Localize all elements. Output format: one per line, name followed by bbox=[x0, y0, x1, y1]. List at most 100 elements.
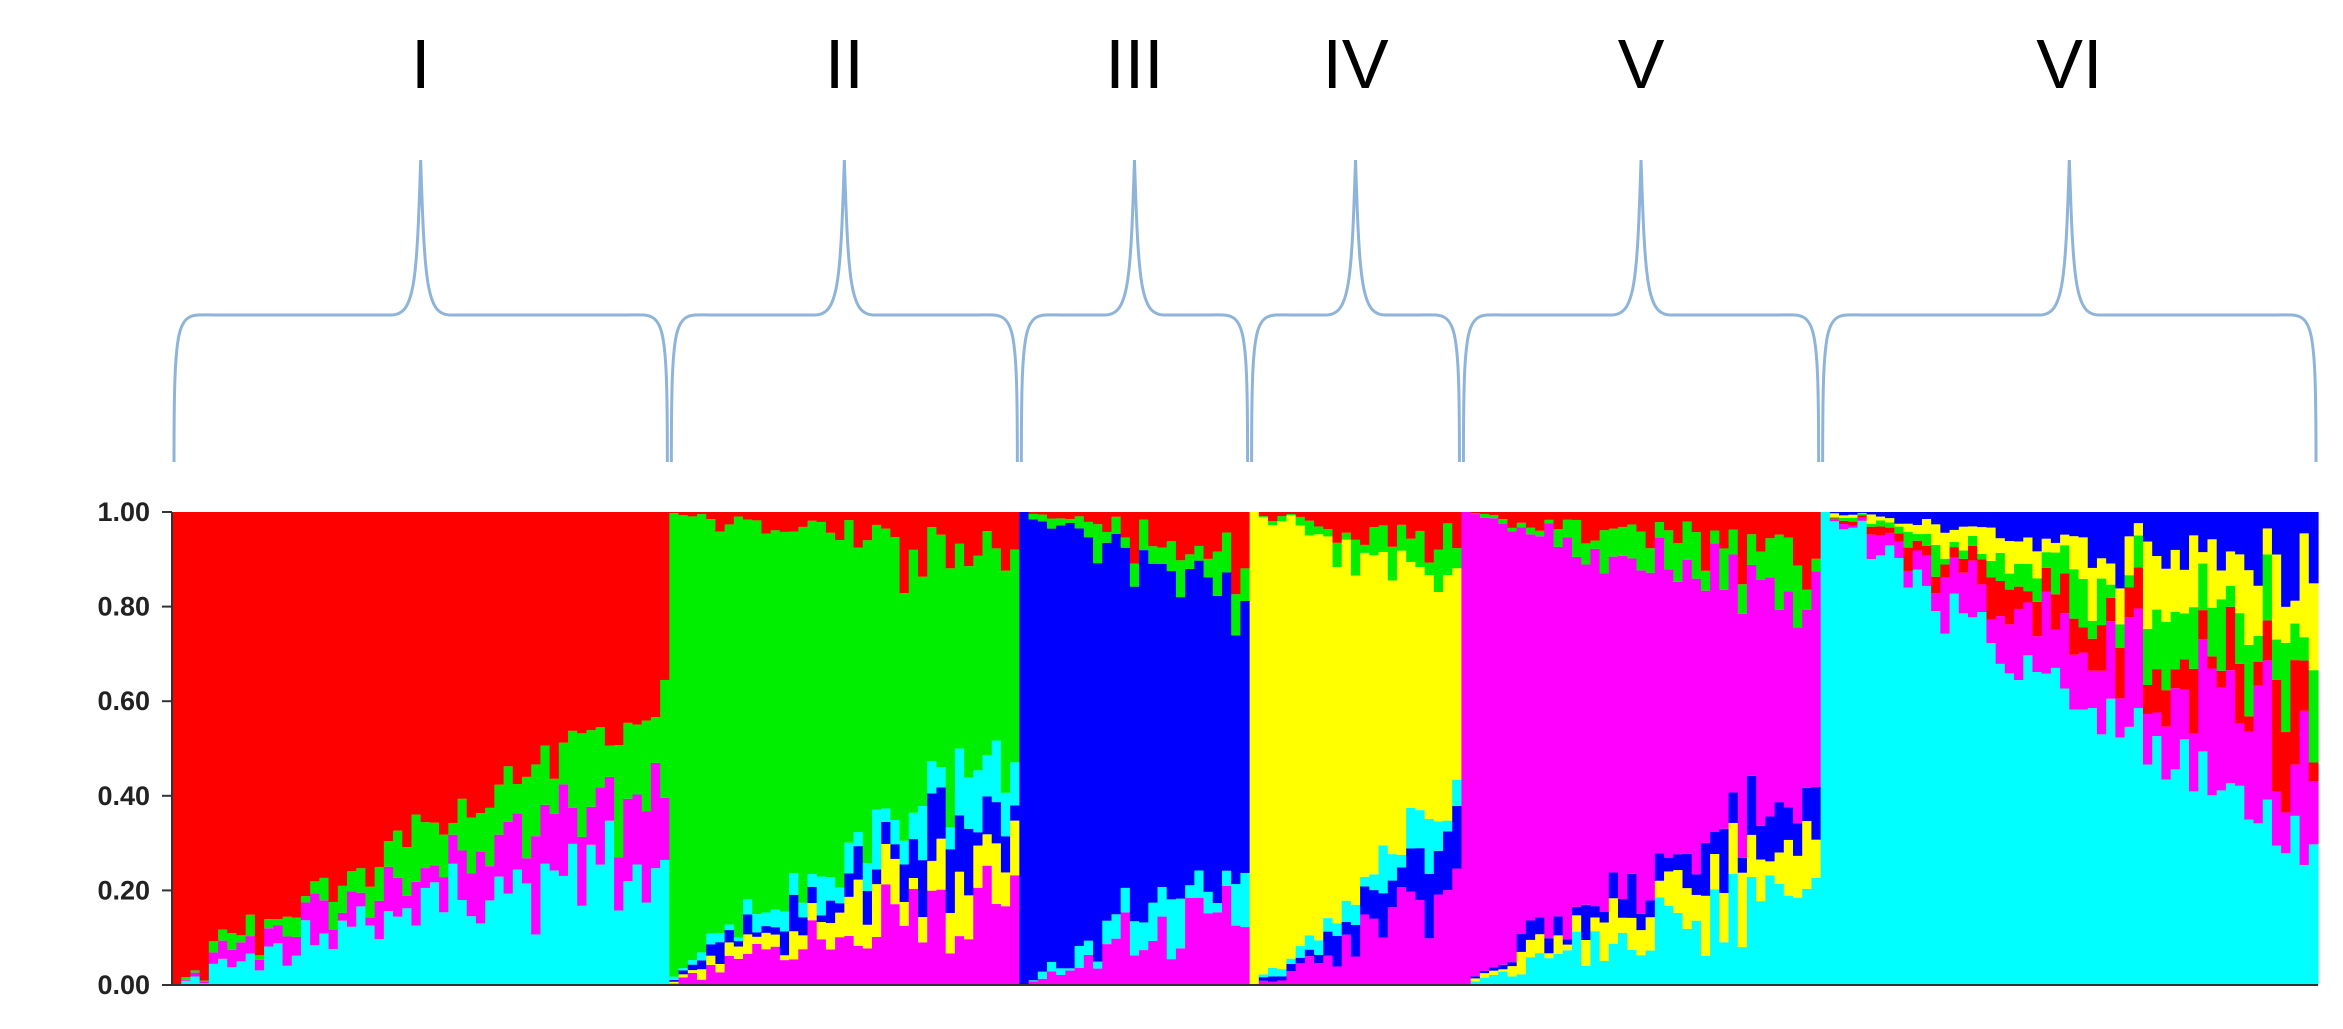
bar-segment-cyan bbox=[365, 925, 376, 985]
bar-segment-yellow bbox=[918, 917, 928, 943]
bar-segment-green bbox=[1673, 543, 1684, 582]
bar-segment-green bbox=[733, 516, 744, 938]
bar-segment-cyan bbox=[1314, 940, 1324, 955]
bar-segment-cyan bbox=[1452, 779, 1463, 806]
bar-segment-cyan bbox=[503, 893, 514, 985]
bar-segment-yellow bbox=[798, 935, 809, 950]
bar-segment-cyan bbox=[908, 812, 919, 840]
bar-segment-green bbox=[300, 896, 311, 903]
bar-segment-cyan bbox=[1691, 920, 1702, 985]
bar-segment-red bbox=[347, 512, 357, 872]
bar-segment-blue bbox=[2299, 512, 2310, 534]
bar-segment-red bbox=[2078, 627, 2089, 653]
bar-segment-green bbox=[503, 766, 514, 822]
bar-segment-red bbox=[466, 512, 477, 818]
bar-segment-red bbox=[1829, 518, 1840, 520]
bar-segment-green bbox=[1185, 554, 1195, 569]
bar-segment-blue bbox=[706, 944, 717, 956]
bar-segment-cyan bbox=[2262, 799, 2273, 985]
bar-segment-cyan bbox=[761, 912, 772, 927]
bar-segment-green bbox=[991, 548, 1002, 741]
bar-segment-cyan bbox=[1065, 968, 1076, 971]
bar-segment-blue bbox=[1056, 525, 1066, 969]
bar-segment-green bbox=[871, 524, 882, 810]
bar-segment-cyan bbox=[1470, 981, 1481, 985]
bar-segment-green bbox=[1636, 531, 1647, 571]
bar-segment-magenta bbox=[2179, 689, 2190, 740]
bar-segment-magenta bbox=[706, 964, 717, 985]
bar-segment-red bbox=[172, 512, 182, 985]
bar-segment-green bbox=[1443, 523, 1453, 575]
bar-segment-magenta bbox=[2060, 613, 2070, 689]
bar-segment-red bbox=[2244, 716, 2255, 732]
bar-segment-red bbox=[1000, 512, 1011, 571]
bar-segment-yellow bbox=[2023, 537, 2034, 565]
bar-segment-red bbox=[1839, 520, 1849, 525]
bar-segment-yellow bbox=[1479, 973, 1490, 978]
bar-segment-green bbox=[245, 914, 256, 937]
bar-segment-green bbox=[2179, 613, 2190, 660]
bar-segment-blue bbox=[1157, 563, 1168, 887]
bar-segment-cyan bbox=[1820, 512, 1831, 985]
bar-segment-red bbox=[1139, 512, 1149, 520]
bar-segment-magenta bbox=[927, 890, 938, 985]
bar-segment-red bbox=[982, 512, 993, 532]
bar-segment-blue bbox=[1664, 857, 1674, 872]
bar-segment-green bbox=[1848, 517, 1859, 522]
bar-segment-cyan bbox=[641, 902, 652, 985]
bar-segment-cyan bbox=[1968, 617, 1978, 985]
bar-segment-red bbox=[1977, 559, 1988, 585]
bar-segment-cyan bbox=[871, 809, 882, 870]
bar-segment-magenta bbox=[485, 866, 495, 901]
bar-segment-magenta bbox=[1507, 531, 1518, 963]
bar-segment-green bbox=[1765, 538, 1776, 578]
bar-segment-red bbox=[2124, 587, 2135, 618]
bar-segment-red bbox=[835, 512, 845, 541]
bar-segment-magenta bbox=[945, 953, 956, 985]
bar-segment-magenta bbox=[319, 900, 330, 934]
bar-segment-magenta bbox=[2004, 624, 2015, 674]
bar-segment-green bbox=[982, 531, 993, 755]
bar-segment-cyan bbox=[577, 905, 588, 985]
bar-segment-green bbox=[2069, 569, 2080, 619]
bar-segment-blue bbox=[1746, 775, 1757, 835]
bar-segment-yellow bbox=[715, 963, 726, 973]
bar-segment-yellow bbox=[2060, 534, 2070, 546]
bar-segment-yellow bbox=[779, 955, 790, 961]
bar-segment-red bbox=[1645, 512, 1656, 549]
bar-segment-green bbox=[1102, 531, 1113, 543]
bar-segment-red bbox=[881, 512, 891, 529]
bar-segment-blue bbox=[2253, 512, 2264, 586]
bar-segment-yellow bbox=[696, 969, 707, 980]
bar-segment-green bbox=[586, 730, 597, 807]
bar-segment-cyan bbox=[1387, 854, 1398, 881]
bar-segment-yellow bbox=[1249, 512, 1260, 985]
bar-segment-cyan bbox=[1074, 945, 1085, 968]
bar-segment-red bbox=[1866, 526, 1877, 535]
bar-segment-cyan bbox=[1507, 976, 1518, 985]
bar-segment-red bbox=[1894, 533, 1905, 542]
bar-segment-yellow bbox=[2290, 600, 2301, 624]
bar-segment-green bbox=[558, 742, 569, 785]
bar-segment-cyan bbox=[807, 874, 818, 887]
bar-segment-yellow bbox=[2078, 537, 2089, 579]
bar-segment-cyan bbox=[1000, 792, 1011, 837]
bar-segment-magenta bbox=[2262, 660, 2273, 800]
bar-segment-red bbox=[1949, 547, 1960, 558]
bar-segment-red bbox=[1525, 512, 1536, 528]
bar-segment-red bbox=[595, 512, 606, 728]
bar-segment-cyan bbox=[1396, 854, 1407, 868]
bar-segment-cyan bbox=[1829, 521, 1840, 985]
bar-segment-green bbox=[1489, 514, 1499, 519]
bar-segment-green bbox=[264, 919, 274, 929]
bar-segment-yellow bbox=[1378, 551, 1389, 846]
bar-segment-yellow bbox=[908, 878, 919, 889]
bar-segment-red bbox=[2115, 648, 2126, 699]
bar-segment-magenta bbox=[2189, 733, 2199, 792]
bar-segment-green bbox=[1710, 530, 1720, 544]
bar-segment-blue bbox=[2281, 512, 2291, 607]
bar-segment-yellow bbox=[991, 843, 1002, 905]
bar-segment-red bbox=[328, 512, 339, 902]
bar-segment-yellow bbox=[2170, 549, 2181, 612]
bar-segment-cyan bbox=[1544, 958, 1555, 985]
